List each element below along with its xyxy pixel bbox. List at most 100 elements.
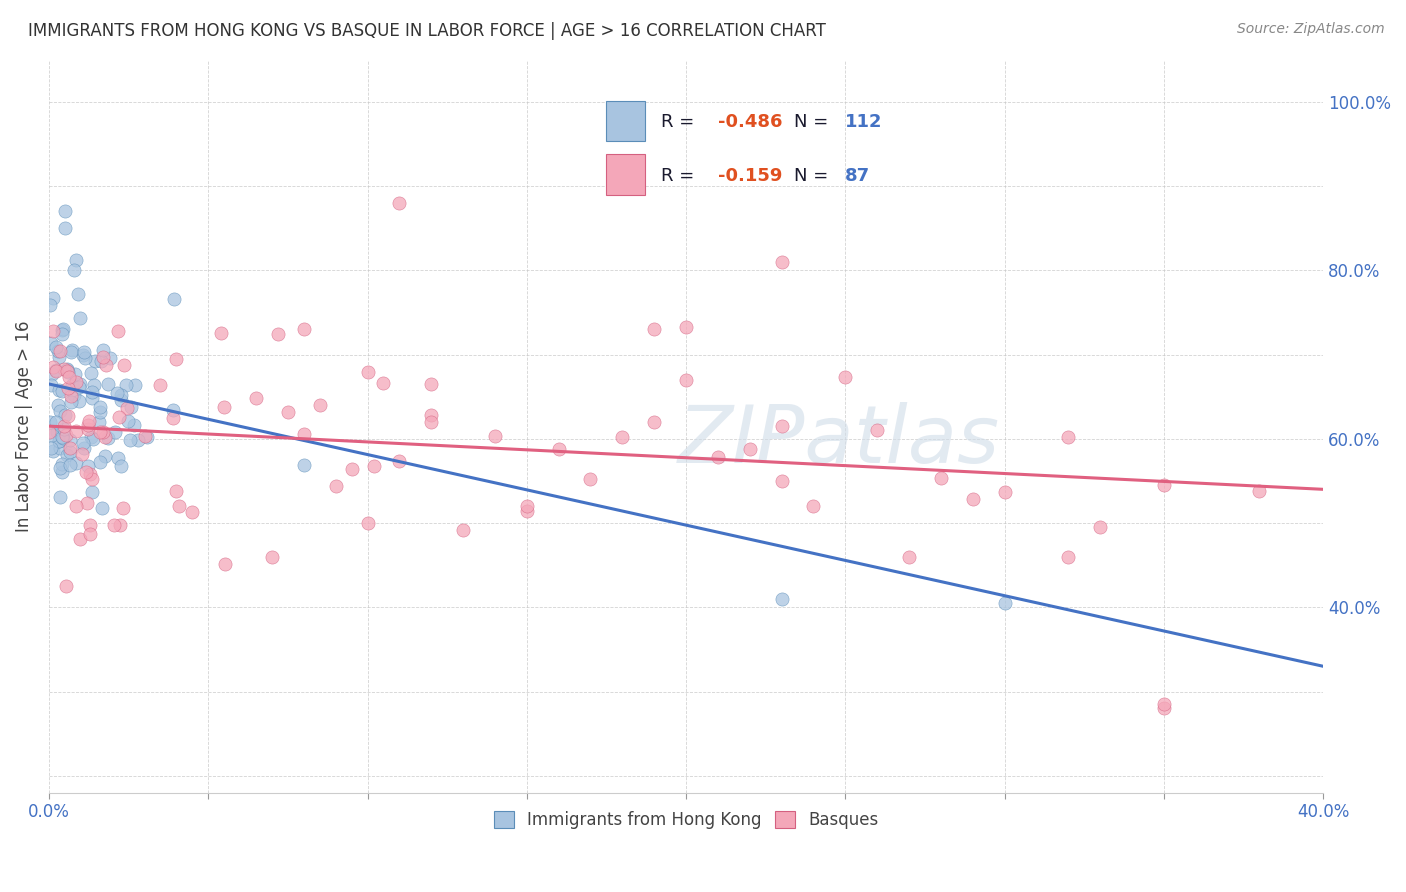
Point — [46, 343, 69, 358]
Legend: Immigrants from Hong Kong, Basques: Immigrants from Hong Kong, Basques — [486, 804, 886, 836]
Point — [39, 336, 62, 351]
Point — [1153, 701, 1175, 715]
Point — [65, 367, 87, 381]
Point — [104, 425, 127, 439]
Point — [93, 425, 115, 439]
Point — [59, 458, 82, 472]
Point — [165, 351, 187, 366]
Point — [42, 324, 65, 338]
Point — [66, 287, 89, 301]
Point — [209, 326, 232, 341]
Point — [46, 398, 69, 412]
Point — [80, 430, 103, 444]
Point — [55, 427, 77, 442]
Point — [420, 415, 443, 429]
Point — [770, 474, 793, 488]
Point — [83, 378, 105, 392]
Point — [55, 579, 77, 593]
Point — [612, 429, 634, 443]
Point — [49, 404, 72, 418]
Point — [363, 458, 385, 473]
Point — [122, 417, 145, 432]
Point — [76, 496, 98, 510]
Point — [117, 414, 139, 428]
Point — [53, 409, 76, 423]
Point — [1153, 697, 1175, 711]
Point — [82, 433, 104, 447]
Point — [76, 458, 98, 473]
Point — [325, 479, 347, 493]
Point — [112, 359, 135, 373]
Point — [79, 526, 101, 541]
Point — [77, 414, 100, 428]
Point — [80, 366, 103, 380]
Point — [69, 310, 91, 325]
Point — [98, 351, 121, 366]
Point — [420, 408, 443, 422]
Point — [48, 344, 70, 359]
Point — [58, 441, 80, 455]
Point — [97, 377, 120, 392]
Point — [60, 377, 83, 392]
Point — [49, 490, 72, 504]
Point — [149, 378, 172, 392]
Point — [111, 500, 134, 515]
Point — [675, 373, 697, 387]
Point — [65, 500, 87, 514]
Point — [41, 359, 63, 374]
Point — [59, 345, 82, 359]
Point — [56, 365, 79, 379]
Point — [69, 532, 91, 546]
Point — [41, 442, 63, 456]
Point — [39, 378, 62, 392]
Point — [53, 221, 76, 235]
Point — [547, 442, 569, 456]
Point — [356, 516, 378, 530]
Point — [115, 401, 138, 416]
Point — [77, 417, 100, 432]
Point — [82, 385, 104, 400]
Point — [356, 365, 378, 379]
Point — [82, 485, 104, 500]
Point — [105, 386, 128, 401]
Point — [770, 255, 793, 269]
Point — [373, 376, 395, 390]
Point — [48, 434, 70, 449]
Point — [38, 298, 60, 312]
Point — [962, 491, 984, 506]
Point — [163, 292, 186, 306]
Point — [62, 387, 84, 401]
Point — [48, 350, 70, 364]
Point — [260, 549, 283, 564]
Point — [420, 377, 443, 392]
Point — [1088, 520, 1111, 534]
Point — [69, 377, 91, 392]
Point — [51, 326, 73, 341]
Point — [93, 343, 115, 357]
Point — [56, 448, 79, 462]
Point — [51, 384, 73, 398]
Point — [59, 394, 82, 409]
Point — [167, 500, 190, 514]
Point — [79, 518, 101, 533]
Point — [643, 416, 665, 430]
Point — [451, 523, 474, 537]
Point — [42, 291, 65, 305]
Point — [45, 415, 67, 429]
Point — [388, 454, 411, 468]
Point — [484, 429, 506, 443]
Point — [72, 447, 94, 461]
Point — [82, 391, 104, 405]
Point — [53, 204, 76, 219]
Point — [51, 323, 73, 337]
Point — [89, 353, 111, 368]
Point — [834, 369, 856, 384]
Point — [277, 404, 299, 418]
Point — [89, 425, 111, 439]
Point — [516, 504, 538, 518]
Point — [65, 456, 87, 470]
Point — [579, 472, 602, 486]
Point — [110, 392, 132, 407]
Point — [115, 378, 138, 392]
Point — [89, 405, 111, 419]
